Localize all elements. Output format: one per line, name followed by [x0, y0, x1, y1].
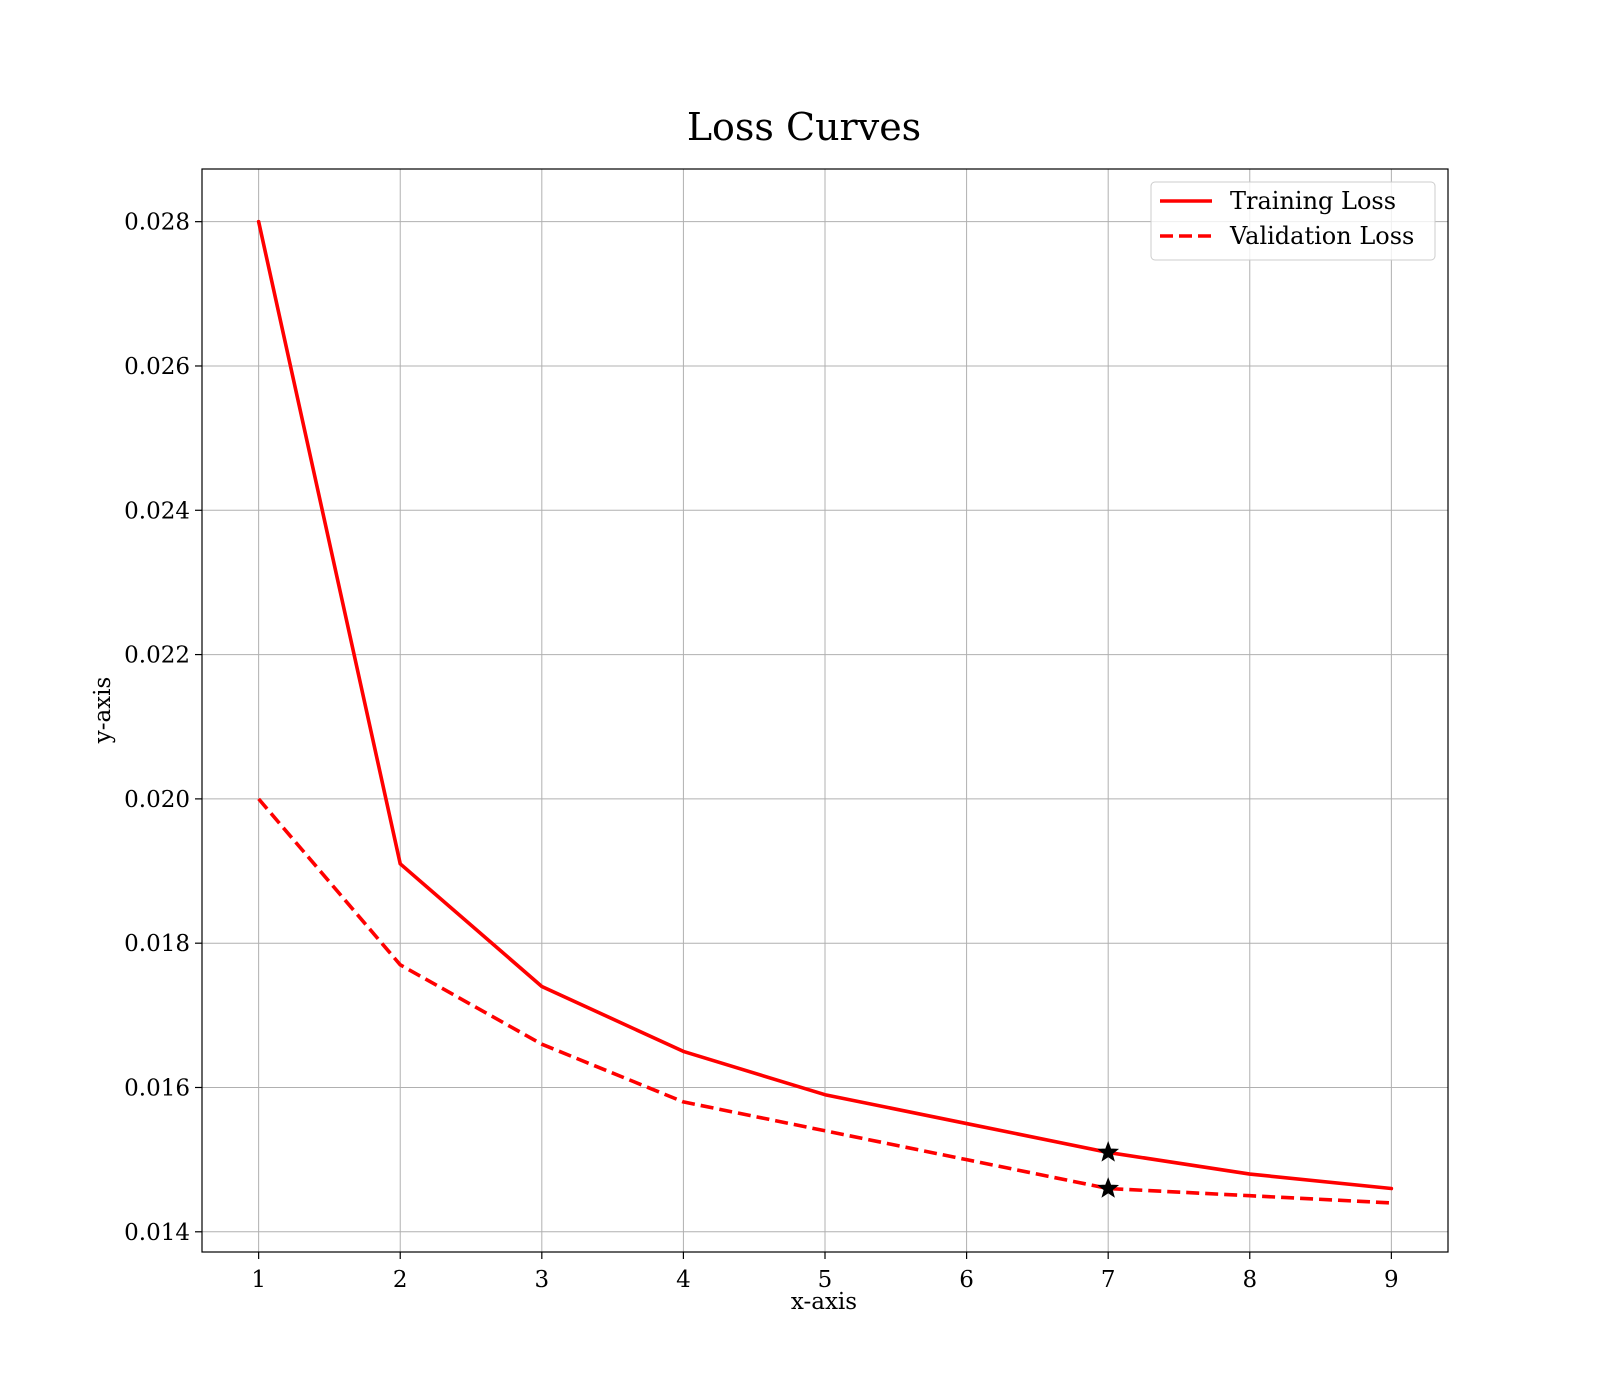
star-marker-training-loss: [1097, 1141, 1120, 1162]
y-tick-label: 0.024: [124, 498, 190, 524]
x-tick-label: 4: [676, 1267, 691, 1293]
x-tick-label: 6: [959, 1267, 974, 1293]
y-tick-label: 0.014: [124, 1220, 190, 1246]
legend-label-training-loss: Training Loss: [1230, 187, 1396, 215]
x-tick-label: 3: [534, 1267, 549, 1293]
y-axis-label: y-axis: [90, 677, 116, 745]
data-markers: [1097, 1141, 1120, 1198]
x-tick-label: 2: [393, 1267, 408, 1293]
chart-title: Loss Curves: [687, 105, 921, 149]
x-axis-ticks: 1 2 3 4 5 6 7 8 9: [251, 1252, 1399, 1293]
legend-box: [1150, 181, 1436, 261]
x-tick-label: 5: [818, 1267, 833, 1293]
y-tick-label: 0.022: [124, 643, 190, 669]
x-tick-label: 1: [251, 1267, 266, 1293]
x-axis-label: x-axis: [791, 1289, 857, 1315]
y-tick-label: 0.026: [124, 354, 190, 380]
x-tick-label: 9: [1384, 1267, 1399, 1293]
y-axis-ticks: 0.014 0.016 0.018 0.020 0.022 0.024 0.026 0.028: [124, 210, 202, 1246]
x-tick-label: 7: [1101, 1267, 1116, 1293]
y-tick-label: 0.018: [124, 931, 190, 957]
legend-label-validation-loss: Validation Loss: [1229, 222, 1414, 250]
x-tick-label: 8: [1242, 1267, 1257, 1293]
series-line-validation-loss: [257, 797, 1392, 1205]
y-tick-label: 0.020: [124, 787, 190, 813]
series-line-training-loss: [256, 219, 1394, 1191]
y-tick-label: 0.028: [124, 210, 190, 236]
legend: Training Loss Validation Loss: [1150, 181, 1436, 261]
y-tick-label: 0.016: [124, 1075, 190, 1101]
star-marker-validation-loss: [1097, 1177, 1120, 1198]
data-series: [256, 219, 1394, 1205]
